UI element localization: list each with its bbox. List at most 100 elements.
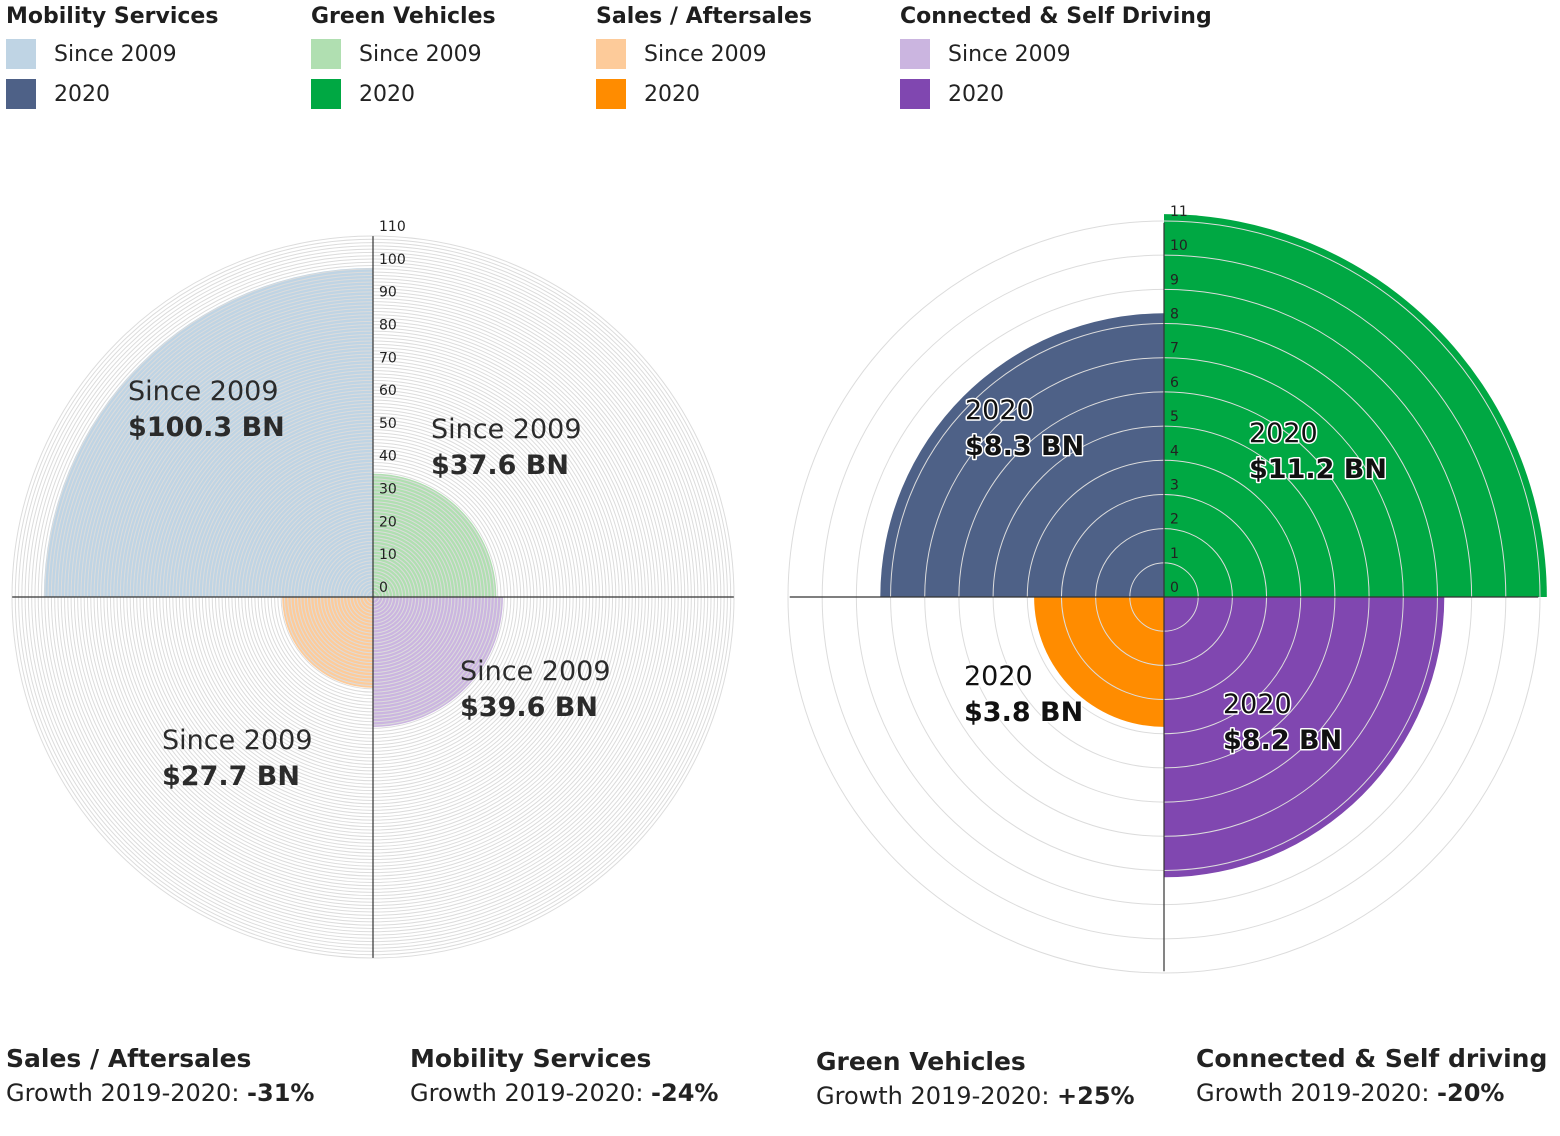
growth-prefix: Growth 2019-2020: xyxy=(410,1079,652,1107)
legend-item: 2020 xyxy=(900,79,1212,109)
legend-swatch xyxy=(311,39,341,69)
legend-mobility-services: Mobility Services Since 2009 2020 xyxy=(6,4,218,109)
growth-title: Sales / Aftersales xyxy=(6,1044,252,1073)
tick-label: 60 xyxy=(379,383,397,399)
legend-sales-aftersales: Sales / Aftersales Since 2009 2020 xyxy=(596,4,812,109)
growth-title: Green Vehicles xyxy=(816,1047,1026,1076)
slice-label-line1: Since 2009 xyxy=(460,656,611,687)
growth-line: Growth 2019-2020: -24% xyxy=(410,1079,718,1107)
slice-label-value: $11.2 BN xyxy=(1249,454,1387,485)
slice-label-value: $8.3 BN xyxy=(965,431,1084,462)
growth-title: Connected & Self driving xyxy=(1196,1044,1548,1073)
slice-label: 2020 $3.8 BN xyxy=(964,661,1083,728)
slice-label: 2020 $8.2 BN xyxy=(1223,689,1342,756)
growth-value: +25% xyxy=(1057,1082,1135,1110)
slice-label-line1: 2020 xyxy=(1249,418,1318,449)
slice-label: Since 2009 $39.6 BN xyxy=(460,656,611,723)
tick-label: 2 xyxy=(1170,512,1179,528)
growth-title: Mobility Services xyxy=(410,1044,652,1073)
legend-swatch xyxy=(311,79,341,109)
legend-swatch xyxy=(900,39,930,69)
legend-item: Since 2009 xyxy=(311,39,496,69)
slice-label-line1: Since 2009 xyxy=(128,376,279,407)
growth-value: -31% xyxy=(247,1079,315,1107)
legend-label: 2020 xyxy=(359,81,415,107)
tick-label: 10 xyxy=(1170,238,1188,254)
growth-prefix: Growth 2019-2020: xyxy=(1196,1079,1438,1107)
slice-label-value: $27.7 BN xyxy=(162,761,300,792)
slice-label-value: $8.2 BN xyxy=(1223,725,1342,756)
tick-label: 90 xyxy=(379,285,397,301)
tick-label: 0 xyxy=(379,580,388,596)
growth-line: Growth 2019-2020: -20% xyxy=(1196,1079,1547,1107)
slice-label: Since 2009 $37.6 BN xyxy=(431,414,582,481)
slice-label-value: $39.6 BN xyxy=(460,692,598,723)
tick-label: 1 xyxy=(1170,546,1179,562)
growth-line: Growth 2019-2020: -31% xyxy=(6,1079,314,1107)
sector-connected-self-driving xyxy=(1164,597,1445,878)
tick-label: 70 xyxy=(379,350,397,366)
tick-label: 10 xyxy=(379,547,397,563)
slice-label-line1: 2020 xyxy=(1223,689,1292,720)
slice-label: Since 2009 $100.3 BN xyxy=(128,376,285,443)
legend-connected-self-driving: Connected & Self Driving Since 2009 2020 xyxy=(900,4,1212,109)
tick-label: 7 xyxy=(1170,341,1179,357)
tick-label: 40 xyxy=(379,449,397,465)
growth-mobility-services: Mobility Services Growth 2019-2020: -24% xyxy=(410,1044,718,1107)
sector-green-vehicles xyxy=(373,473,497,597)
slice-label: 2020 $8.3 BN xyxy=(965,395,1084,462)
legend-label: 2020 xyxy=(948,81,1004,107)
legend-label: Since 2009 xyxy=(359,41,482,67)
growth-sales-aftersales: Sales / Aftersales Growth 2019-2020: -31… xyxy=(6,1044,314,1107)
legend-item: Since 2009 xyxy=(6,39,218,69)
legend-swatch xyxy=(596,79,626,109)
legend-swatch xyxy=(6,39,36,69)
legend-item: 2020 xyxy=(6,79,218,109)
legend-item: Since 2009 xyxy=(596,39,812,69)
tick-label: 80 xyxy=(379,317,397,333)
growth-prefix: Growth 2019-2020: xyxy=(6,1079,248,1107)
tick-label: 30 xyxy=(379,482,397,498)
legend-item: 2020 xyxy=(311,79,496,109)
legend-label: 2020 xyxy=(54,81,110,107)
grid-ring xyxy=(11,235,735,959)
slice-label-line1: Since 2009 xyxy=(431,414,582,445)
sector-mobility-services xyxy=(880,313,1164,597)
tick-label: 110 xyxy=(379,219,406,235)
legend-swatch xyxy=(900,79,930,109)
legend-label: 2020 xyxy=(644,81,700,107)
growth-prefix: Growth 2019-2020: xyxy=(816,1082,1058,1110)
legend-item: 2020 xyxy=(596,79,812,109)
slice-label-value: $37.6 BN xyxy=(431,450,569,481)
legend-title: Sales / Aftersales xyxy=(596,4,812,29)
tick-label: 3 xyxy=(1170,477,1179,493)
tick-label: 0 xyxy=(1170,580,1179,596)
legend-title: Connected & Self Driving xyxy=(900,4,1212,29)
tick-label: 50 xyxy=(379,416,397,432)
legend-item: Since 2009 xyxy=(900,39,1212,69)
legend-title: Mobility Services xyxy=(6,4,219,29)
legend-label: Since 2009 xyxy=(948,41,1071,67)
tick-label: 4 xyxy=(1170,443,1179,459)
legend-label: Since 2009 xyxy=(644,41,767,67)
sector-green-vehicles xyxy=(1164,214,1547,597)
growth-value: -24% xyxy=(651,1079,719,1107)
growth-value: -20% xyxy=(1437,1079,1505,1107)
growth-green-vehicles: Green Vehicles Growth 2019-2020: +25% xyxy=(816,1047,1135,1110)
legend-green-vehicles: Green Vehicles Since 2009 2020 xyxy=(311,4,496,109)
slice-label-value: $100.3 BN xyxy=(128,412,285,443)
growth-line: Growth 2019-2020: +25% xyxy=(816,1082,1135,1110)
polar-chart-1: 0 10 20 30 40 50 60 70 80 90 100 110 Since 2009 $100.… xyxy=(11,219,735,959)
growth-connected-self-driving: Connected & Self driving Growth 2019-202… xyxy=(1196,1044,1547,1107)
tick-label: 8 xyxy=(1170,307,1179,323)
slice-label-line1: Since 2009 xyxy=(162,725,313,756)
legend-title: Green Vehicles xyxy=(311,4,496,29)
legend-swatch xyxy=(596,39,626,69)
tick-label: 9 xyxy=(1170,272,1179,288)
tick-label: 11 xyxy=(1170,204,1188,220)
slice-label-value: $3.8 BN xyxy=(964,697,1083,728)
tick-label: 5 xyxy=(1170,409,1179,425)
slice-label: Since 2009 $27.7 BN xyxy=(162,725,313,792)
